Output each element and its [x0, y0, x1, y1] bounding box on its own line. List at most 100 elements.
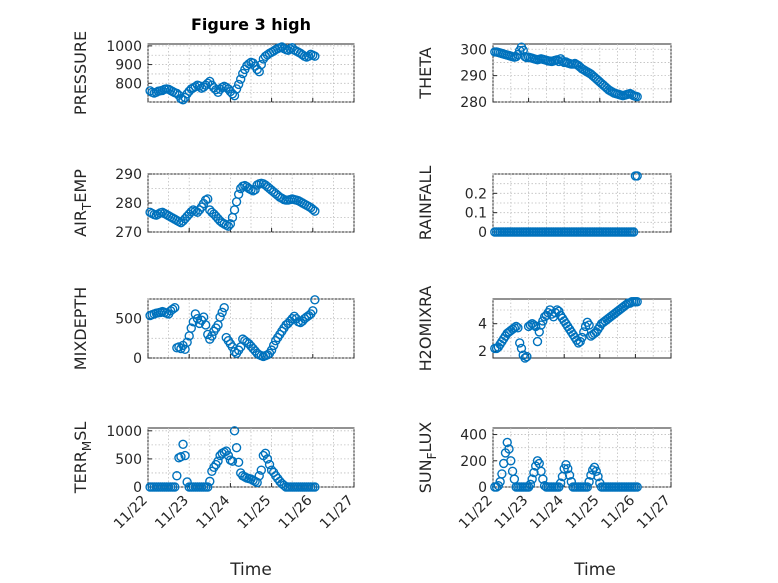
data-point [308, 306, 318, 316]
data-point [170, 302, 180, 313]
data-point [225, 219, 236, 229]
panel-mixdepth: 0 500 MIXDEPTH [71, 287, 355, 370]
data-point [182, 337, 192, 347]
data-point [579, 327, 589, 337]
y-axis-label-theta: THETA [416, 47, 435, 99]
panel-pressure: 800 900 1000 PRESSURE [71, 31, 355, 115]
y-tick-label: 270 [115, 225, 142, 241]
data-point [262, 454, 273, 464]
y-tick-label: 0 [478, 225, 487, 241]
y-tick-label: 500 [115, 452, 142, 468]
x-tick-label: 11/24 [527, 492, 567, 532]
data-point [231, 442, 242, 453]
data-point [632, 92, 642, 102]
data-point [504, 444, 514, 454]
data-point [511, 321, 521, 332]
x-tick-label: 11/25 [235, 493, 275, 533]
series-pressure [145, 42, 320, 105]
y-axis-label-terr-msl: TERRMSL [71, 422, 94, 495]
data-point [172, 471, 182, 481]
panel-h2omixra: 2 4 H2OMIXRA [416, 286, 672, 371]
y-axis-label-pressure: PRESSURE [71, 31, 90, 115]
data-point [538, 474, 548, 484]
y-tick-label: 0.2 [465, 186, 487, 202]
series-terr-msl [145, 426, 320, 492]
data-point [497, 469, 507, 479]
panel-air-temp: 270 280 290 AIRTEMP [71, 167, 355, 241]
data-point [260, 448, 271, 458]
y-tick-label: 2 [478, 344, 487, 360]
data-point [506, 456, 516, 466]
data-point [525, 479, 536, 490]
x-tick-label: 11/23 [492, 493, 532, 533]
y-tick-label: 200 [460, 454, 487, 470]
series-air-temp [145, 178, 320, 231]
x-tick-label: 11/27 [634, 493, 674, 533]
x-tick-label: 11/26 [276, 492, 316, 532]
data-point [632, 482, 642, 492]
data-point [520, 353, 530, 363]
data-point [194, 81, 205, 91]
data-point [584, 320, 594, 330]
y-tick-label: 0 [478, 480, 487, 496]
data-point [215, 312, 225, 322]
x-tick-label: 11/24 [193, 492, 233, 532]
data-point [554, 56, 564, 67]
data-point [518, 45, 528, 56]
data-point [211, 84, 221, 95]
x-tick-label: 11/22 [456, 493, 496, 533]
x-axis-label-right: Time [573, 560, 616, 580]
data-point [254, 471, 264, 481]
series-theta [490, 42, 642, 102]
data-point [219, 302, 229, 313]
y-tick-label: 280 [460, 95, 487, 111]
series-sun-flux [490, 437, 642, 492]
data-point [233, 79, 244, 90]
y-axis-label-sun-flux: SUNFLUX [416, 422, 439, 494]
y-tick-label: 500 [115, 312, 142, 328]
x-tick-label: 11/22 [111, 493, 151, 533]
series-rainfall [490, 171, 642, 237]
data-point [632, 297, 642, 307]
data-point [174, 342, 184, 352]
data-point [308, 204, 318, 215]
y-tick-label: 1000 [106, 424, 142, 440]
x-tick-label: 11/27 [317, 493, 357, 533]
data-point [180, 450, 190, 461]
data-point [176, 451, 186, 462]
y-tick-label: 800 [115, 76, 142, 92]
data-point [256, 59, 266, 70]
y-tick-label: 400 [460, 428, 487, 444]
x-tick-label: 11/26 [598, 492, 638, 532]
data-point [266, 345, 277, 355]
y-tick-label: 0.1 [465, 206, 487, 222]
data-point [170, 482, 180, 492]
data-point [268, 340, 279, 351]
data-point [205, 476, 215, 487]
data-point [513, 323, 523, 333]
data-point [525, 320, 536, 330]
data-point [532, 336, 543, 347]
data-point [203, 194, 213, 204]
data-point [522, 351, 532, 362]
y-tick-label: 290 [115, 167, 142, 183]
data-point [515, 338, 525, 348]
grid-theta [492, 44, 672, 103]
data-point [233, 457, 244, 467]
y-tick-label: 0 [133, 351, 142, 367]
y-tick-label: 280 [115, 196, 142, 212]
data-point [252, 477, 262, 488]
data-point [310, 295, 320, 305]
data-point [233, 189, 244, 200]
y-tick-label: 290 [460, 69, 487, 85]
figure-title: Figure 3 high [191, 15, 311, 34]
data-point [310, 482, 320, 492]
y-tick-label: 900 [115, 58, 142, 74]
data-point [577, 332, 587, 343]
data-point [223, 221, 234, 231]
data-point [310, 51, 320, 61]
data-point [231, 84, 242, 94]
data-point [229, 347, 240, 357]
data-point [582, 482, 593, 492]
